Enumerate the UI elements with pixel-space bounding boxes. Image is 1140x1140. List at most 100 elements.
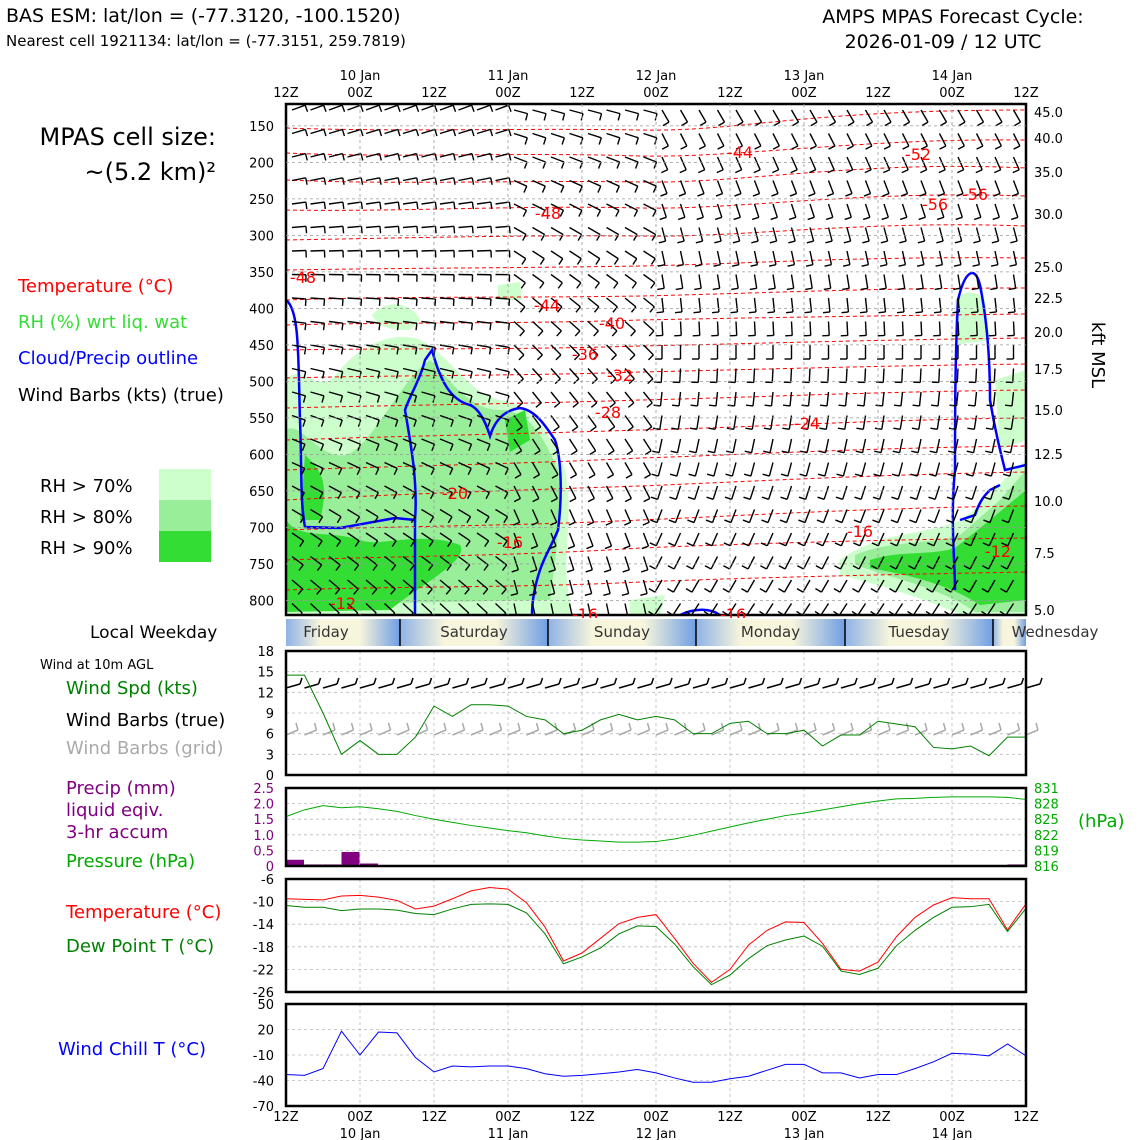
wind-barb-feather — [810, 121, 818, 127]
surface-barb-grid-feather — [572, 722, 577, 731]
wind-barb-feather — [743, 473, 752, 477]
wind-barb-shaft — [692, 556, 700, 570]
pressure-tick-label: 828 — [1034, 798, 1059, 813]
wind-barb-shaft — [476, 532, 489, 542]
wind-barb-shaft — [839, 579, 848, 593]
wind-barb-feather — [633, 210, 639, 217]
wind-barb-feather — [763, 450, 771, 454]
wind-barb-shaft — [458, 152, 473, 158]
wind-barb-feather — [360, 201, 364, 210]
wind-barb-feather — [464, 564, 471, 571]
surface-barb-true-feather — [354, 677, 359, 685]
rh80-swatch — [159, 500, 211, 531]
wind-barb-feather — [395, 371, 399, 379]
wind-barb-shaft — [938, 203, 945, 218]
wind-barb-feather — [603, 592, 611, 597]
wind-barb-shaft — [972, 462, 978, 477]
wind-barb-shaft — [1012, 156, 1020, 171]
wind-barb-shaft — [787, 462, 793, 477]
wind-barb-feather — [1003, 450, 1011, 454]
wind-barb-shaft — [291, 508, 305, 518]
wind-barb-feather — [525, 113, 529, 121]
wind-barb-shaft — [605, 368, 617, 380]
wind-barb-shaft — [859, 509, 867, 523]
wind-barb-shaft — [495, 367, 510, 373]
wind-barb-feather — [547, 592, 555, 597]
wind-barb-shaft — [975, 180, 983, 194]
wind-barb-feather — [336, 540, 342, 548]
wind-barb-shaft — [328, 438, 343, 445]
wind-barb-feather — [745, 427, 753, 431]
surface-barb-grid — [914, 729, 928, 736]
wind-barb-shaft — [716, 156, 724, 171]
wind-barb-feather — [651, 473, 659, 477]
wind-barb-feather — [854, 473, 863, 477]
wind-barb-feather — [301, 443, 306, 451]
wind-barb-feather — [378, 129, 383, 137]
surface-barb-true-feather — [410, 677, 414, 685]
wind-barb-shaft — [956, 368, 959, 383]
wind-barb-shaft — [659, 391, 663, 406]
wind-barb-shaft — [1012, 227, 1018, 242]
wind-barb-shaft — [310, 177, 325, 182]
wind-barb-shaft — [624, 297, 637, 308]
surface-barb-grid-feather — [850, 722, 854, 731]
wind-barb-shaft — [365, 485, 379, 494]
wind-barb-shaft — [864, 133, 873, 147]
wind-barb-shaft — [949, 603, 959, 615]
wind-barb-shaft — [846, 297, 850, 312]
wind-barb-feather — [416, 201, 419, 210]
wind-barb-shaft — [587, 109, 602, 115]
surface-barb-grid-feather — [332, 722, 336, 731]
wind-barb-feather — [653, 161, 658, 169]
legend-precip-1: Precip (mm) — [66, 778, 176, 799]
wind-barb-feather — [778, 588, 785, 593]
wind-barb-shaft — [827, 250, 833, 265]
wind-barb-shaft — [642, 368, 654, 380]
wind-barb-feather — [523, 185, 528, 193]
weekday-label: Wednesday — [1012, 623, 1099, 641]
wind-barb-feather — [724, 519, 732, 524]
wind-barb-shaft — [384, 201, 399, 205]
wind-barb-feather — [954, 240, 962, 244]
wind-barb-shaft — [716, 180, 724, 194]
wind-barb-feather — [694, 287, 702, 291]
wind-barb-shaft — [347, 367, 362, 373]
wind-barb-feather — [360, 226, 363, 234]
wind-barb-shaft — [827, 156, 835, 171]
wind-barb-shaft — [550, 509, 558, 523]
wind-barb-feather — [995, 121, 1003, 127]
wind-barb-shaft — [624, 391, 635, 404]
legend-cloud: Cloud/Precip outline — [18, 348, 198, 369]
y-tick-label: 2.0 — [253, 798, 274, 813]
wind-barb-shaft — [569, 132, 584, 139]
wind-barb-shaft — [495, 391, 510, 397]
wind-barb-feather — [556, 330, 562, 337]
wind-barb-feather — [915, 311, 923, 314]
wind-barb-feather — [939, 145, 947, 150]
wind-barb-shaft — [402, 461, 416, 470]
wind-barb-feather — [644, 474, 651, 479]
wind-barb-shaft — [365, 225, 381, 229]
wind-barb-shaft — [975, 321, 978, 336]
wind-barb-feather — [815, 588, 822, 593]
wind-barb-shaft — [1012, 109, 1022, 123]
wind-barb-feather — [769, 240, 777, 244]
wind-barb-shaft — [842, 485, 848, 500]
wind-barb-feather — [430, 468, 435, 476]
wind-barb-shaft — [716, 109, 726, 123]
surface-barb-grid-feather — [961, 722, 965, 731]
wind-barb-shaft — [587, 203, 601, 211]
wind-barb-feather — [632, 258, 638, 265]
wind-barb-shaft — [643, 320, 655, 332]
wind-barb-shaft — [901, 297, 905, 312]
wind-barb-feather — [755, 121, 762, 127]
wind-barb-shaft — [785, 532, 793, 547]
wind-barb-shaft — [568, 556, 575, 571]
wind-barb-shaft — [642, 509, 650, 523]
wind-barb-shaft — [1009, 462, 1015, 477]
wind-barb-feather — [561, 137, 565, 145]
wind-barb-shaft — [1009, 438, 1015, 453]
temperature-contour-label: -12 — [330, 594, 356, 613]
